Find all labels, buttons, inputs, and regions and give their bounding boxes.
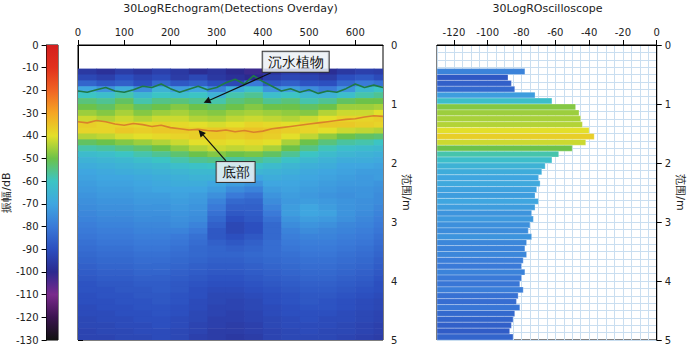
svg-text:5: 5 — [391, 335, 397, 346]
svg-text:-120: -120 — [443, 27, 466, 38]
svg-text:-100: -100 — [16, 266, 39, 277]
svg-text:3: 3 — [665, 217, 671, 228]
svg-text:4: 4 — [665, 276, 671, 287]
svg-text:振幅/dB: 振幅/dB — [0, 172, 13, 212]
svg-text:-60: -60 — [22, 176, 38, 187]
svg-text:1: 1 — [665, 99, 671, 110]
svg-text:30LogROscilloscope: 30LogROscilloscope — [493, 2, 603, 15]
svg-text:-40: -40 — [22, 130, 38, 141]
svg-text:沉水植物: 沉水植物 — [268, 54, 324, 70]
svg-text:-40: -40 — [581, 27, 597, 38]
svg-text:-80: -80 — [513, 27, 529, 38]
svg-text:-20: -20 — [615, 27, 631, 38]
svg-text:300: 300 — [207, 27, 226, 38]
svg-text:-110: -110 — [16, 289, 39, 300]
svg-text:30LogREchogram(Detections Over: 30LogREchogram(Detections Overday) — [123, 2, 338, 15]
svg-text:-60: -60 — [547, 27, 563, 38]
svg-text:-100: -100 — [476, 27, 499, 38]
svg-text:5: 5 — [665, 335, 671, 346]
svg-text:底部: 底部 — [222, 164, 250, 180]
svg-text:500: 500 — [300, 27, 319, 38]
svg-text:-90: -90 — [22, 244, 38, 255]
svg-text:0: 0 — [654, 27, 660, 38]
svg-text:-10: -10 — [22, 62, 38, 73]
svg-text:-70: -70 — [22, 198, 38, 209]
svg-text:-30: -30 — [22, 108, 38, 119]
svg-text:-20: -20 — [22, 85, 38, 96]
svg-text:400: 400 — [253, 27, 272, 38]
svg-text:3: 3 — [391, 217, 397, 228]
svg-text:1: 1 — [391, 99, 397, 110]
svg-text:-130: -130 — [16, 335, 39, 346]
svg-text:范围/m: 范围/m — [400, 174, 413, 210]
svg-text:-50: -50 — [22, 153, 38, 164]
svg-text:100: 100 — [115, 27, 134, 38]
svg-text:600: 600 — [346, 27, 365, 38]
svg-text:0: 0 — [75, 27, 81, 38]
svg-text:200: 200 — [161, 27, 180, 38]
svg-text:4: 4 — [391, 276, 397, 287]
svg-text:-120: -120 — [16, 312, 39, 323]
svg-text:0: 0 — [665, 40, 671, 51]
svg-text:-80: -80 — [22, 221, 38, 232]
svg-text:0: 0 — [32, 40, 38, 51]
svg-text:0: 0 — [391, 40, 397, 51]
svg-text:2: 2 — [391, 158, 397, 169]
svg-text:2: 2 — [665, 158, 671, 169]
svg-text:范围/m: 范围/m — [674, 174, 687, 210]
